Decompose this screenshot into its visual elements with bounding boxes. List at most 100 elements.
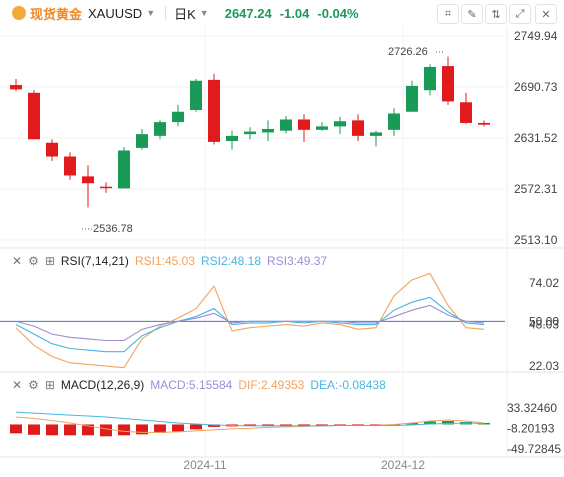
candle-body (136, 134, 148, 148)
macd-title: MACD(12,26,9) (60, 378, 145, 392)
macd-histogram-bar (28, 424, 40, 435)
rsi-title: RSI(7,14,21) (60, 254, 129, 268)
candle-body (46, 142, 58, 157)
rsi2-value: RSI2:48.18 (200, 254, 262, 268)
macd-histogram-bar (316, 424, 328, 426)
settings-icon[interactable]: ⚙ (28, 254, 39, 268)
close-icon[interactable]: ✕ (535, 4, 557, 24)
macd-histogram-bar (82, 424, 94, 436)
candle-body (100, 186, 112, 189)
macd-tick-label: -8.20193 (507, 422, 555, 436)
x-tick-label: 2024-11 (183, 458, 226, 472)
macd-tick-label: -49.72845 (507, 442, 561, 456)
candle-body (226, 135, 238, 142)
macd-histogram-bar (154, 424, 166, 433)
macd-histogram-bar (262, 424, 274, 426)
macd-histogram-bar (244, 424, 256, 426)
candle-body (460, 102, 472, 123)
rsi-series-line (15, 304, 485, 342)
rsi-tick-label: 22.03 (529, 359, 559, 373)
candle-body (352, 120, 364, 136)
dea-value: DEA:-0.08438 (310, 378, 386, 392)
candle-body (28, 92, 40, 140)
rsi-header: ✕ ⚙ ⊞ RSI(7,14,21) RSI1:45.03 RSI2:48.18… (0, 254, 333, 268)
candle-body (424, 66, 436, 91)
brand-label: 现货黄金 (30, 6, 83, 22)
gold-logo-icon (12, 6, 26, 20)
candle-body (190, 80, 202, 111)
macd-histogram-bar (280, 424, 292, 426)
macd-histogram-bar (424, 421, 436, 425)
rsi-tick-label: 50.00 (529, 314, 559, 328)
measure-icon[interactable]: ⌗ (437, 4, 459, 24)
rsi-series-line (15, 272, 485, 369)
timeframe-chevron-down-icon[interactable]: ▼ (199, 8, 209, 18)
rsi-series-line (15, 296, 485, 353)
macd-tick-label: 33.32460 (507, 401, 557, 415)
candle-body (262, 128, 274, 133)
macd-histogram-bar (46, 424, 58, 436)
timeframe-selector[interactable]: 日K (174, 6, 196, 22)
dif-line (15, 416, 485, 433)
candle-body (244, 131, 256, 135)
candle-body (406, 85, 418, 112)
fullscreen-icon[interactable]: ⤢ (509, 4, 531, 24)
main-grid (0, 26, 564, 458)
candle-body (442, 66, 454, 102)
settings-icon[interactable]: ⚙ (28, 378, 39, 392)
draw-icon[interactable]: ✎ (461, 4, 483, 24)
candles-layer (10, 51, 490, 230)
dea-line (15, 411, 485, 427)
low-annotation: 2536.78 (93, 223, 133, 235)
symbol-chevron-down-icon[interactable]: ▼ (146, 8, 156, 18)
rsi-layer (0, 272, 505, 369)
candle-body (118, 150, 130, 189)
macd-histogram-bar (10, 424, 22, 434)
candle-body (154, 122, 166, 136)
macd-histogram-bar (100, 424, 112, 437)
rsi-tick-label: 48.03 (529, 317, 559, 331)
symbol-selector[interactable]: XAUUSD (88, 5, 143, 21)
macd-histogram-bar (478, 422, 490, 425)
axes-layer: 2749.94 2690.73 2631.52 2572.31 2513.10 74.02… (183, 29, 561, 472)
divider (165, 6, 167, 20)
price-tick-label: 2749.94 (514, 29, 558, 43)
close-icon[interactable]: ✕ (12, 254, 23, 268)
rsi-tick-label: 74.02 (529, 276, 559, 290)
price-change-percent: -0.04% (317, 5, 359, 21)
candle-body (334, 121, 346, 127)
price-tick-label: 2631.52 (514, 131, 558, 145)
last-price: 2647.24 (224, 5, 272, 21)
compare-icon[interactable]: ⇅ (485, 4, 507, 24)
macd-histogram-bar (208, 424, 220, 427)
macd-histogram-bar (172, 424, 184, 432)
close-icon[interactable]: ✕ (12, 378, 23, 392)
macd-histogram-bar (136, 424, 148, 435)
macd-header: ✕ ⚙ ⊞ MACD(12,26,9) MACD:5.15584 DIF:2.4… (0, 378, 392, 392)
candle-body (298, 119, 310, 130)
top-toolbar: 现货黄金 XAUUSD ▼ 日K ▼ 2647.24 -1.04 -0.04% (0, 0, 564, 26)
macd-histogram-bar (406, 422, 418, 425)
price-tick-label: 2690.73 (514, 80, 558, 94)
macd-layer (10, 411, 490, 437)
rsi3-value: RSI3:49.37 (267, 254, 328, 268)
candle-body (208, 79, 220, 142)
expand-icon[interactable]: ⊞ (44, 378, 55, 392)
candle-body (316, 126, 328, 130)
rsi1-value: RSI1:45.03 (134, 254, 195, 268)
macd-histogram-bar (190, 424, 202, 430)
candle-body (388, 113, 400, 130)
expand-icon[interactable]: ⊞ (44, 254, 55, 268)
dif-value: DIF:2.49353 (238, 378, 305, 392)
macd-histogram-bar (442, 420, 454, 425)
price-tick-label: 2572.31 (514, 182, 558, 196)
macd-histogram-bar (298, 424, 310, 426)
candle-body (10, 85, 22, 90)
high-annotation: 2726.26 (388, 46, 428, 58)
macd-histogram-bar (118, 424, 130, 436)
price-change: -1.04 (279, 5, 310, 21)
x-tick-label: 2024-12 (381, 458, 425, 472)
macd-value: MACD:5.15584 (150, 378, 233, 392)
macd-histogram-bar (64, 424, 76, 436)
